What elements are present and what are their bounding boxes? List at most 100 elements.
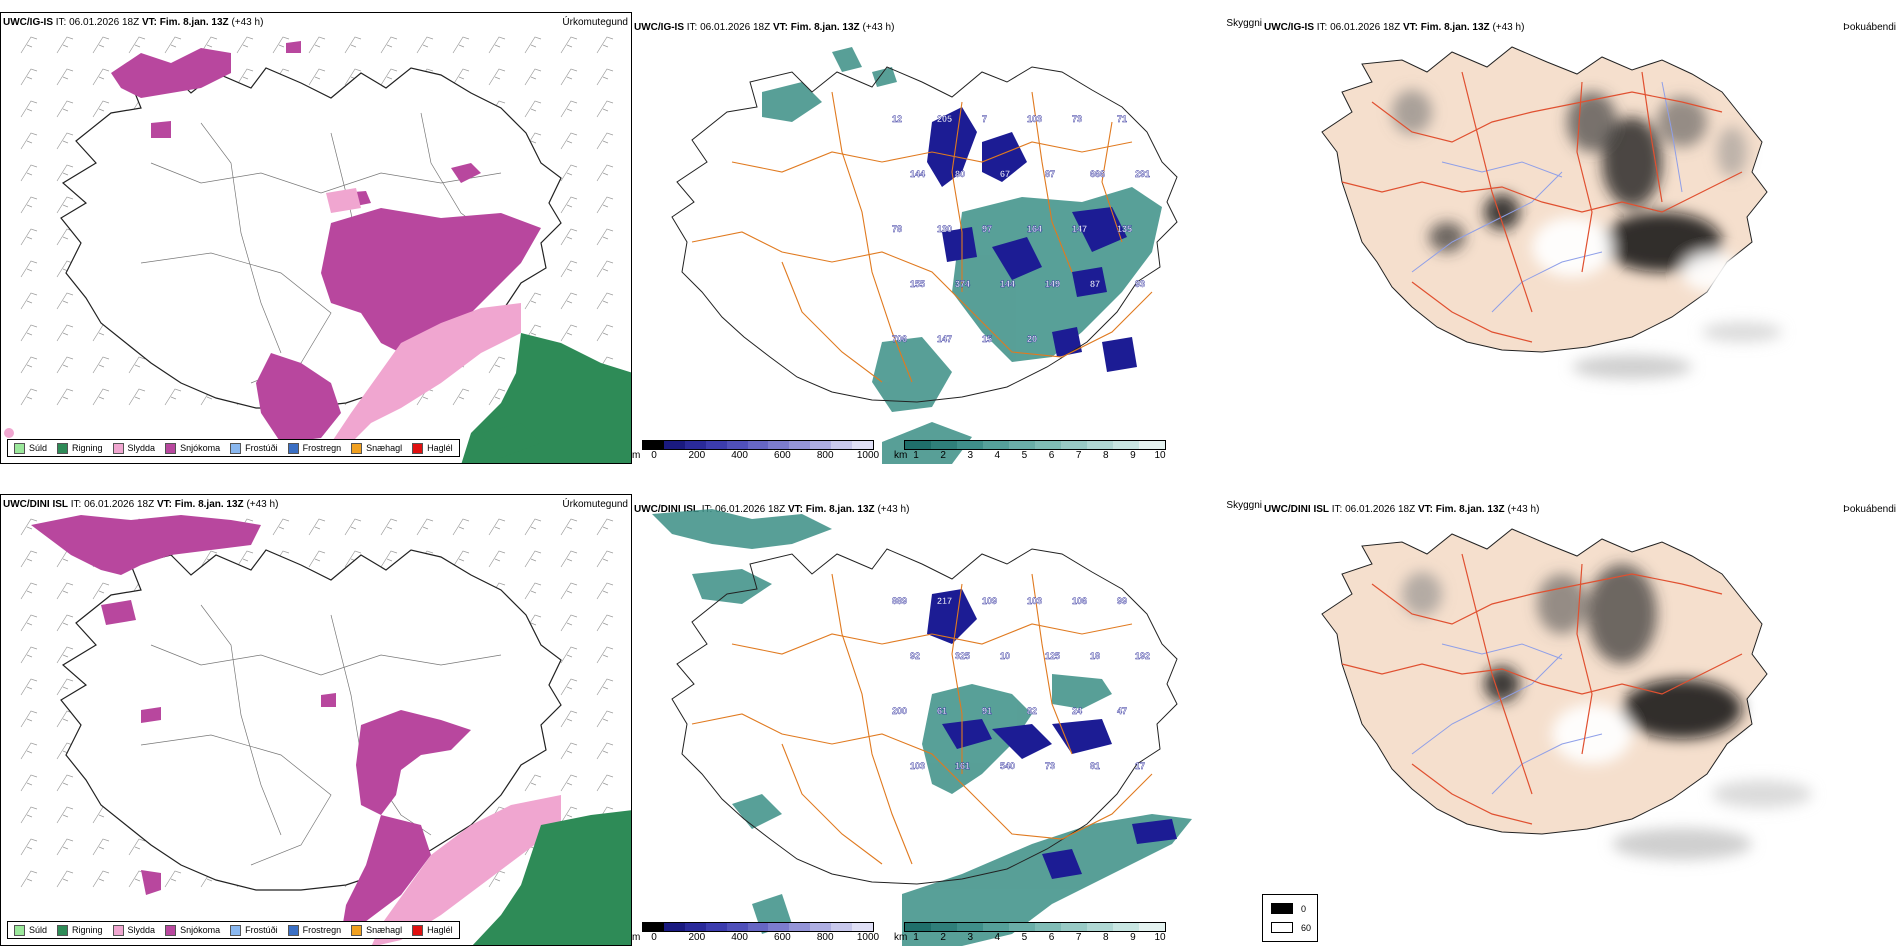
visibility-label: 164	[1027, 224, 1042, 234]
wind-barb	[128, 388, 146, 406]
it-value: 06.01.2026 18Z	[700, 22, 771, 33]
visibility-label: 78	[892, 224, 902, 234]
colorbar-unit: m	[632, 932, 641, 943]
visibility-label: 10	[1000, 651, 1010, 661]
legend-item: Haglél	[412, 924, 453, 936]
wind-barb	[20, 582, 38, 600]
visibility-label: 99	[1117, 596, 1127, 606]
rain-area	[461, 333, 631, 463]
colorbar-segment	[768, 923, 790, 931]
wind-barb	[524, 582, 542, 600]
km-colorbar: km 1 2 3 4 5 6 7 8 9 10	[894, 440, 1174, 464]
colorbar-tick: 200	[688, 450, 706, 461]
legend-label: Frostregn	[302, 925, 342, 935]
legend-item: Haglél	[412, 442, 453, 454]
visibility-label: 97	[982, 224, 992, 234]
visibility-label: 15	[982, 334, 992, 344]
legend-label: Súld	[29, 925, 48, 935]
colorbar-tick: 400	[731, 450, 748, 461]
wind-barb	[560, 132, 578, 150]
wind-barb	[20, 614, 38, 632]
wind-barb	[524, 68, 542, 86]
legend-label: Snjókoma	[180, 925, 221, 935]
wind-barb	[56, 582, 74, 600]
visibility-panel-top: UWC/IG-IS IT: 06.01.2026 18Z VT: Fim. 8.…	[632, 12, 1262, 464]
legend-label: Slydda	[127, 443, 156, 453]
legend-item: Snjókoma	[165, 442, 220, 454]
visibility-label: 109	[982, 596, 997, 606]
wind-barb	[560, 550, 578, 568]
wind-barb	[56, 838, 74, 856]
it-value: 06.01.2026 18Z	[1345, 504, 1416, 515]
fog-swatch-black	[1271, 903, 1293, 914]
colorbar-segment	[1113, 441, 1139, 449]
wind-barb	[92, 68, 110, 86]
colorbar-segment	[643, 441, 664, 449]
wind-barb	[164, 388, 182, 406]
visibility-label: 24	[1072, 706, 1082, 716]
fog-field	[1392, 90, 1782, 379]
it-value: 06.01.2026 18Z	[1330, 22, 1401, 33]
colorbar-unit: km	[894, 450, 908, 461]
wind-barb	[20, 356, 38, 374]
legend-item: Frostúði	[230, 924, 278, 936]
wind-barb	[92, 838, 110, 856]
wind-barb	[560, 164, 578, 182]
wind-barb	[596, 132, 614, 150]
precip-type-legend: Súld Rigning Slydda Snjókoma Frostúði Frostre…	[7, 921, 460, 939]
visibility-label: 149	[1045, 279, 1060, 289]
km-colorbar: km 1 2 3 4 5 6 7 8 9 10	[894, 922, 1174, 946]
colorbar-segment	[810, 923, 832, 931]
legend-item: Frostregn	[287, 924, 342, 936]
wind-barb	[56, 806, 74, 824]
it-value: 06.01.2026 18Z	[69, 17, 140, 28]
panel-title: Skyggni	[1226, 18, 1262, 29]
fog-field	[1402, 564, 1812, 860]
legend-item: Snæhagl	[351, 442, 402, 454]
wind-barb	[92, 582, 110, 600]
iceland-land	[1321, 46, 1768, 353]
wind-barb	[488, 550, 506, 568]
wind-barb	[20, 388, 38, 406]
colorbar-segment	[747, 441, 769, 449]
wind-barb	[596, 292, 614, 310]
visibility-label: 12	[892, 114, 902, 124]
legend-label: Haglél	[427, 925, 453, 935]
colorbar-unit: m	[632, 450, 641, 461]
wind-barb	[560, 774, 578, 792]
wind-barb	[20, 68, 38, 86]
panel-title: Þokuábendi	[1843, 504, 1896, 515]
precip-type-map	[20, 515, 631, 945]
wind-barb	[20, 742, 38, 760]
colorbar-tick: 3	[967, 932, 973, 943]
it-label: IT:	[1316, 22, 1328, 33]
colorbar-tick: 1000	[856, 450, 880, 461]
legend-swatch	[230, 924, 242, 936]
wind-barb	[20, 164, 38, 182]
colorbar-tick: 1	[913, 450, 919, 461]
visibility-label: 192	[1135, 651, 1150, 661]
wind-barb	[488, 518, 506, 536]
wind-barb	[236, 68, 254, 86]
vt-label: VT:	[1402, 22, 1418, 33]
legend-swatch	[287, 442, 299, 454]
wind-barb	[560, 100, 578, 118]
wind-barb	[596, 100, 614, 118]
wind-barb	[596, 228, 614, 246]
colorbar-tick: 0	[651, 932, 657, 943]
legend-swatch	[412, 924, 424, 936]
colorbar-segment	[789, 441, 811, 449]
visibility-label: 147	[1072, 224, 1087, 234]
visibility-label: 666	[1090, 169, 1105, 179]
legend-swatch	[57, 442, 69, 454]
wind-barb	[236, 550, 254, 568]
visibility-label: 91	[982, 706, 992, 716]
colorbar-segment	[789, 923, 811, 931]
wind-barb	[344, 36, 362, 54]
lead-time: (+43 h)	[1492, 22, 1525, 33]
legend-item: Súld	[14, 924, 48, 936]
wind-barb	[272, 36, 290, 54]
model-name: UWC/DINI ISL	[1264, 504, 1329, 515]
wind-barb	[524, 774, 542, 792]
colorbar-tick: 10	[1154, 450, 1166, 461]
